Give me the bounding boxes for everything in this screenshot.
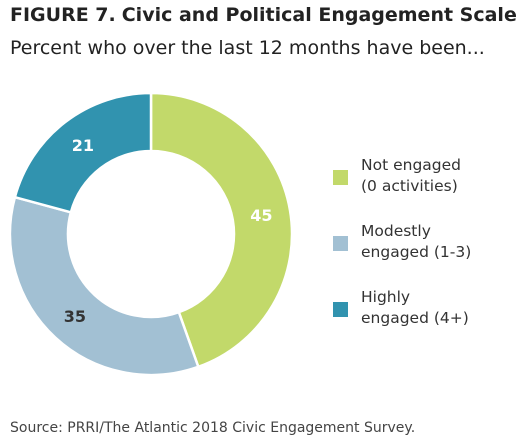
donut-slice-1 xyxy=(8,195,200,377)
legend-label-line: Not engaged xyxy=(361,156,461,174)
legend-label: Highly engaged (4+) xyxy=(361,287,511,329)
legend-item-highly-engaged: Highly engaged (4+) xyxy=(333,288,513,354)
legend-label-line: engaged (4+) xyxy=(361,309,469,327)
donut-data-label-2: 21 xyxy=(72,136,94,155)
donut-slice-0 xyxy=(149,91,294,369)
legend-swatch xyxy=(333,302,348,317)
donut-data-label-0: 45 xyxy=(250,206,272,225)
donut-chart: 45 35 21 xyxy=(8,91,294,377)
legend-label: Not engaged (0 activities) xyxy=(361,155,511,197)
legend-label-line: Highly xyxy=(361,288,411,306)
legend-item-modestly-engaged: Modestly engaged (1-3) xyxy=(333,222,513,288)
legend-swatch xyxy=(333,236,348,251)
legend-label: Modestly engaged (1-3) xyxy=(361,221,511,263)
figure-title: Civic and Political Engagement Scale xyxy=(121,4,516,26)
legend-label-line: engaged (1-3) xyxy=(361,243,472,261)
donut-data-label-1: 35 xyxy=(64,307,86,326)
chart-subtitle: Percent who over the last 12 months have… xyxy=(10,37,485,59)
legend-label-line: Modestly xyxy=(361,222,431,240)
legend-item-not-engaged: Not engaged (0 activities) xyxy=(333,156,513,222)
legend: Not engaged (0 activities) Modestly enga… xyxy=(333,156,513,354)
source-note: Source: PRRI/The Atlantic 2018 Civic Eng… xyxy=(10,420,416,436)
legend-swatch xyxy=(333,170,348,185)
figure-number: FIGURE 7. xyxy=(10,4,116,26)
donut-slice-2 xyxy=(13,91,153,214)
chart-title: FIGURE 7. Civic and Political Engagement … xyxy=(10,4,516,26)
legend-label-line: (0 activities) xyxy=(361,177,458,195)
